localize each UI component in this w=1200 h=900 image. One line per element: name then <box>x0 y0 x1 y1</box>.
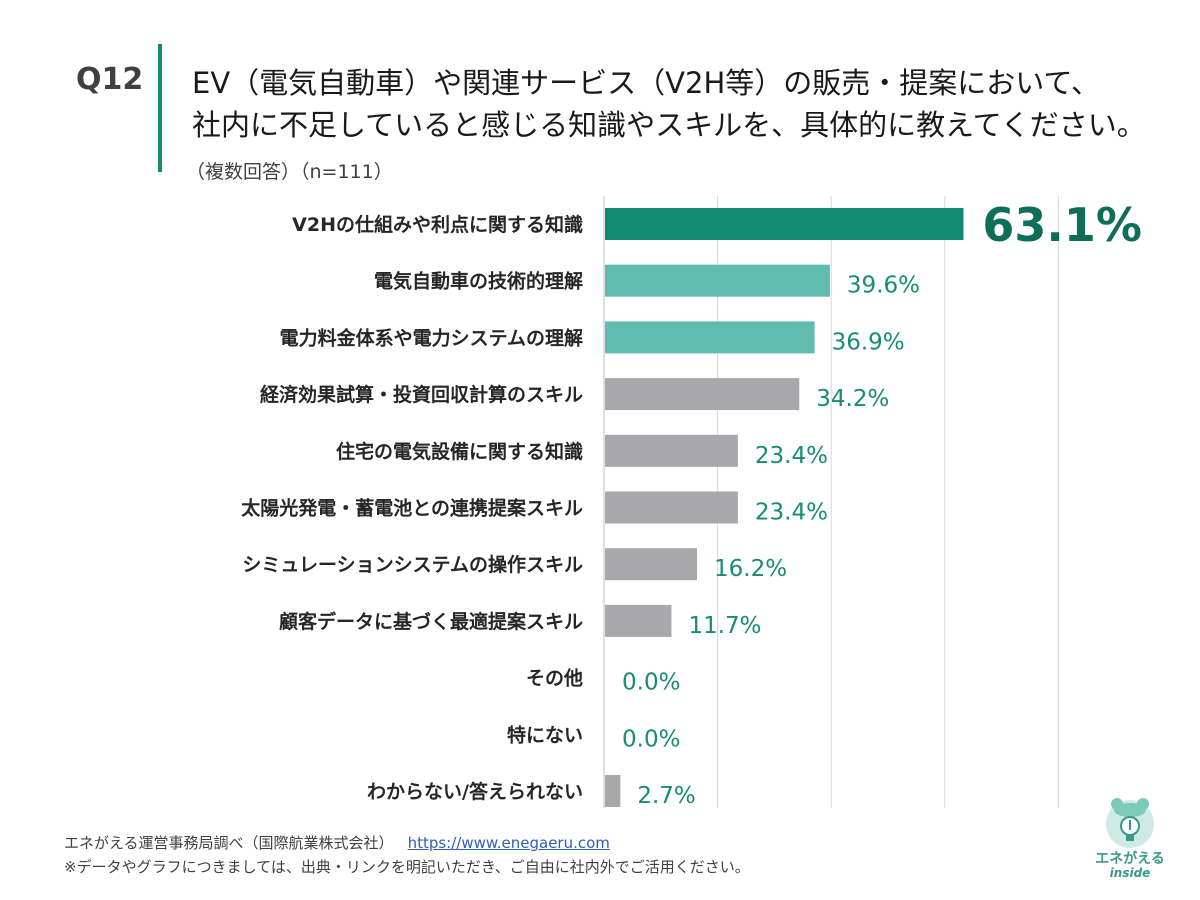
bar <box>605 378 800 411</box>
bar <box>605 208 964 240</box>
bar <box>605 264 830 297</box>
page-title: EV（電気自動車）や関連サービス（V2H等）の販売・提案において、 社内に不足し… <box>192 62 1192 146</box>
category-label: 特にない <box>507 724 583 746</box>
lightbulb-frog-icon <box>1106 798 1154 848</box>
chart-subtitle: （複数回答）（n=111） <box>186 161 393 183</box>
data-label: 39.6% <box>847 273 920 299</box>
question-number: Q12 <box>76 62 144 97</box>
category-label: シミュレーションシステムの操作スキル <box>242 553 583 576</box>
data-label: 36.9% <box>832 329 905 355</box>
bar <box>605 321 815 354</box>
bar <box>605 491 738 524</box>
logo-text-main: エネがえる <box>1095 851 1165 867</box>
category-label: 住宅の電気設備に関する知識 <box>336 440 583 463</box>
bar <box>605 548 698 581</box>
category-label: 顧客データに基づく最適提案スキル <box>279 610 583 633</box>
data-label: 0.0% <box>622 726 680 752</box>
title-line-1: EV（電気自動車）や関連サービス（V2H等）の販売・提案において、 <box>192 66 1100 100</box>
title-line-2: 社内に不足していると感じる知識やスキルを、具体的に教えてください。 <box>192 108 1146 142</box>
data-label: 23.4% <box>755 500 828 526</box>
data-label: 34.2% <box>816 386 889 412</box>
category-label: わからない/答えられない <box>367 780 583 803</box>
bar <box>605 434 738 467</box>
category-label: 電力料金体系や電力システムの理解 <box>280 326 583 349</box>
logo-text-sub: inside <box>1109 866 1151 880</box>
data-label: 16.2% <box>714 556 787 582</box>
footer-note: ※データやグラフにつきましては、出典・リンクを明記いただき、ご自由に社内外でご活… <box>64 858 750 876</box>
footer-source-line: エネがえる運営事務局調べ（国際航業株式会社） https://www.enegae… <box>64 832 610 853</box>
category-label: V2Hの仕組みや利点に関する知識 <box>292 213 583 236</box>
title-divider <box>158 44 162 172</box>
category-label: 太陽光発電・蓄電池との連携提案スキル <box>241 497 583 520</box>
data-label: 2.7% <box>637 783 695 809</box>
data-label: 11.7% <box>688 613 761 639</box>
category-label: その他 <box>526 667 583 690</box>
data-label: 23.4% <box>755 443 828 469</box>
data-label: 0.0% <box>622 670 680 696</box>
data-label: 63.1% <box>982 198 1142 252</box>
footer-link[interactable]: https://www.enegaeru.com <box>407 834 610 852</box>
bar <box>605 604 672 637</box>
category-label: 電気自動車の技術的理解 <box>374 270 583 293</box>
brand-logo: エネがえる inside <box>1080 792 1180 892</box>
bar <box>605 775 621 807</box>
footer-source: エネがえる運営事務局調べ（国際航業株式会社） <box>64 834 394 852</box>
category-label: 経済効果試算・投資回収計算のスキル <box>260 383 583 406</box>
